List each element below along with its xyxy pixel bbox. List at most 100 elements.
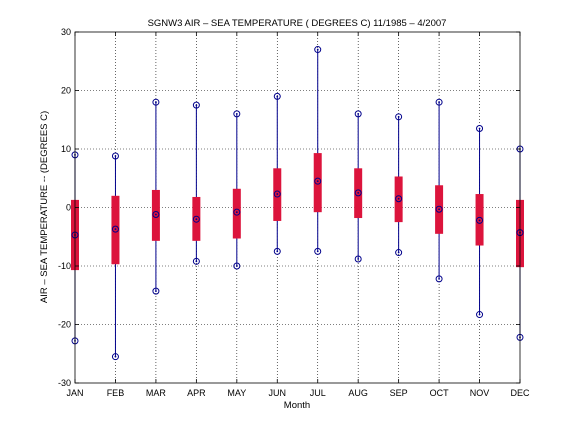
x-tick-label: AUG: [348, 388, 368, 398]
max-marker-dot: [357, 113, 360, 115]
median-marker-dot: [276, 193, 279, 195]
y-axis-label: AIR – SEA TEMPERATURE -- (DEGREES C): [39, 111, 50, 303]
max-marker: [395, 113, 403, 121]
max-marker: [354, 110, 362, 118]
min-marker-dot: [357, 258, 360, 260]
min-marker-dot: [155, 290, 157, 293]
max-marker: [233, 110, 241, 118]
min-marker: [273, 247, 281, 255]
max-marker-dot: [155, 101, 157, 104]
min-marker: [152, 287, 160, 295]
max-marker: [314, 46, 322, 54]
min-marker: [395, 249, 403, 257]
median-marker-dot: [357, 191, 360, 194]
median-marker: [314, 177, 322, 185]
month-box-apr: [192, 101, 201, 265]
month-box-may: [232, 110, 241, 270]
x-tick-label: MAR: [146, 388, 167, 398]
median-marker: [435, 205, 443, 213]
median-marker: [395, 195, 403, 203]
y-tick-label: -10: [58, 261, 71, 271]
x-tick-label: NOV: [470, 388, 490, 398]
median-marker-dot: [155, 213, 157, 216]
median-marker: [152, 211, 160, 219]
y-tick-labels: -30 -20 -10 0 10 20 30: [58, 27, 71, 388]
max-marker-dot: [114, 155, 117, 157]
max-marker-dot: [235, 113, 238, 115]
month-box-aug: [354, 110, 363, 263]
tick-marks: [74, 31, 521, 384]
month-box-nov: [475, 125, 484, 319]
chart-title: SGNW3 AIR – SEA TEMPERATURE ( DEGREES C)…: [148, 18, 447, 29]
grid: [75, 32, 520, 383]
month-box-jul: [313, 46, 322, 255]
max-marker-dot: [195, 104, 198, 107]
iqr-box: [232, 188, 241, 239]
median-marker: [354, 189, 362, 197]
month-box-mar: [151, 98, 160, 295]
x-tick-labels: JAN FEB MAR APR MAY JUN JUL AUG SEP OCT NOV DEC: [66, 388, 530, 398]
min-marker: [354, 255, 362, 263]
min-marker: [192, 257, 200, 265]
max-marker: [111, 152, 119, 160]
x-tick-label: JAN: [66, 388, 83, 398]
y-tick-label: 20: [61, 86, 71, 96]
max-marker: [476, 125, 484, 133]
median-marker-dot: [397, 197, 400, 200]
x-tick-label: FEB: [107, 388, 125, 398]
min-marker: [476, 311, 484, 319]
y-tick-label: 30: [61, 27, 71, 37]
x-axis-label: Month: [284, 400, 310, 411]
y-tick-label: 0: [66, 203, 71, 213]
median-marker: [273, 190, 281, 198]
max-marker-dot: [316, 48, 319, 51]
median-marker-dot: [195, 218, 198, 221]
month-box-sep: [394, 113, 403, 257]
month-box-feb: [111, 152, 120, 361]
max-marker: [192, 101, 200, 109]
min-marker-dot: [316, 250, 319, 253]
min-marker-dot: [276, 250, 279, 253]
min-marker-dot: [235, 265, 238, 267]
min-marker-dot: [114, 355, 117, 358]
max-marker-dot: [397, 115, 400, 118]
max-marker-dot: [438, 101, 440, 104]
median-marker-dot: [235, 211, 238, 214]
max-marker: [152, 98, 160, 106]
min-marker-dot: [195, 260, 198, 263]
median-marker: [192, 215, 200, 223]
iqr-box: [313, 153, 322, 213]
x-tick-label: MAY: [227, 388, 246, 398]
min-marker-dot: [397, 251, 400, 254]
data-layer: [71, 46, 524, 361]
x-tick-label: SEP: [390, 388, 408, 398]
max-marker-dot: [276, 95, 279, 98]
max-marker-dot: [478, 127, 481, 130]
y-tick-label: -30: [58, 378, 71, 388]
median-marker-dot: [316, 180, 319, 183]
x-tick-label: DEC: [510, 388, 530, 398]
y-tick-label: -20: [58, 320, 71, 330]
min-marker: [314, 247, 322, 255]
min-marker: [233, 262, 241, 270]
min-marker-dot: [478, 313, 481, 316]
median-marker-dot: [114, 228, 117, 231]
x-tick-label: OCT: [430, 388, 450, 398]
min-marker: [111, 353, 119, 361]
median-marker: [111, 225, 119, 233]
max-marker: [435, 98, 443, 106]
min-marker: [435, 275, 443, 283]
y-tick-label: 10: [61, 144, 71, 154]
median-marker-dot: [438, 208, 440, 211]
x-tick-label: JUL: [310, 388, 326, 398]
min-marker-dot: [438, 277, 440, 280]
max-marker: [273, 92, 281, 100]
x-tick-label: APR: [187, 388, 206, 398]
month-box-jun: [273, 92, 282, 255]
median-marker: [233, 208, 241, 216]
month-box-oct: [435, 98, 444, 283]
x-tick-label: JUN: [269, 388, 287, 398]
